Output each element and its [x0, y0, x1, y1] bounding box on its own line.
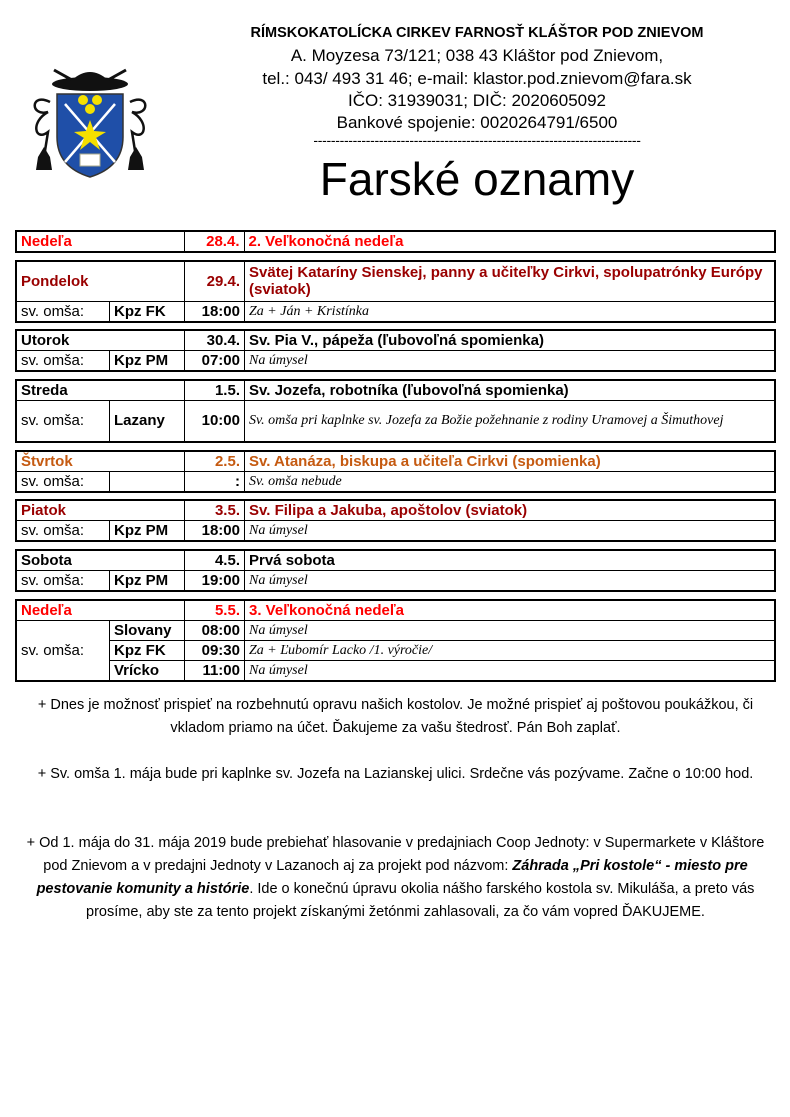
note-1: + Dnes je možnosť prispieť na rozbehnutú… — [37, 697, 754, 736]
day-name: Nedeľa — [15, 599, 185, 621]
mass-row: sv. omša: Kpz PM 19:00 Na úmysel — [15, 570, 776, 592]
mass-time: 07:00 — [184, 350, 245, 372]
day-name: Pondelok — [15, 260, 185, 302]
header-separator: ----------------------------------------… — [313, 132, 641, 148]
mass-intention: Na úmysel — [244, 660, 776, 682]
day-block: Piatok 3.5. Sv. Filipa a Jakuba, apoštolov… — [15, 499, 776, 542]
mass-label: sv. omša: — [15, 520, 110, 542]
day-row: Nedeľa 28.4. 2. Veľkonočná nedeľa — [15, 230, 776, 253]
mass-place — [109, 471, 185, 493]
mass-row: sv. omša: Kpz PM 07:00 Na úmysel — [15, 350, 776, 372]
day-date: 28.4. — [183, 230, 245, 253]
day-date: 1.5. — [184, 379, 245, 401]
mass-row: Vrícko 11:00 Na úmysel — [16, 660, 776, 682]
mass-intention: Sv. omša pri kaplnke sv. Jozefa za Božie… — [244, 400, 776, 442]
day-title: 2. Veľkonočná nedeľa — [243, 230, 776, 253]
mass-intention: Na úmysel — [244, 520, 776, 542]
mass-place: Lazany — [109, 400, 185, 442]
day-title: Svätej Kataríny Sienskej, panny a učiteľ… — [244, 260, 776, 302]
mass-label: sv. omša: — [15, 620, 110, 682]
mass-label: sv. omša: — [15, 300, 110, 322]
day-block: Sobota 4.5. Prvá sobota sv. omša: Kpz PM 19:0… — [15, 549, 776, 592]
note-3: + Od 1. mája do 31. mája 2019 bude prebi… — [15, 832, 776, 924]
mass-row: sv. omša: Lazany 10:00 Sv. omša pri kaplnke… — [15, 400, 776, 442]
mass-time: 18:00 — [184, 300, 245, 322]
day-block: Nedeľa 28.4. 2. Veľkonočná nedeľa — [15, 230, 776, 253]
day-date: 29.4. — [184, 260, 245, 302]
day-name: Štvrtok — [15, 450, 185, 472]
mass-time: 10:00 — [184, 400, 245, 442]
mass-time: 19:00 — [184, 570, 245, 592]
note-3-rest: . Ide o konečnú úpravu okolia nášho fars… — [86, 881, 755, 920]
day-row: Pondelok 29.4. Svätej Kataríny Sienskej, p… — [15, 260, 776, 302]
day-date: 5.5. — [184, 599, 245, 621]
mass-place: Kpz PM — [109, 520, 185, 542]
bank-account: Bankové spojenie: 0020264791/6500 — [336, 113, 618, 132]
day-name: Utorok — [15, 329, 185, 351]
day-row: Sobota 4.5. Prvá sobota — [15, 549, 776, 571]
parish-ids: IČO: 31939031; DIČ: 2020605092 — [347, 91, 607, 110]
mass-place: Slovany — [109, 620, 185, 641]
day-block: Utorok 30.4. Sv. Pia V., pápeža (ľubovoľná… — [15, 329, 776, 372]
page-title: Farské oznamy — [319, 153, 635, 205]
mass-intention: Za + Ján + Kristínka — [244, 300, 776, 322]
note-2: + Sv. omša 1. mája bude pri kaplnke sv. … — [37, 766, 754, 782]
day-row: Štvrtok 2.5. Sv. Atanáza, biskupa a učiteľ… — [15, 450, 776, 472]
mass-label: sv. omša: — [15, 350, 110, 372]
day-title: Sv. Pia V., pápeža (ľubovoľná spomienka) — [244, 329, 776, 351]
day-block: Streda 1.5. Sv. Jozefa, robotníka (ľubovoľ… — [15, 379, 776, 443]
day-name: Streda — [15, 379, 185, 401]
mass-place: Vrícko — [109, 660, 185, 682]
day-name: Sobota — [15, 549, 185, 571]
day-row: Piatok 3.5. Sv. Filipa a Jakuba, apoštolov… — [15, 499, 776, 521]
parish-contact: tel.: 043/ 493 31 46; e-mail: klastor.po… — [262, 69, 692, 88]
day-row: Nedeľa 5.5. 3. Veľkonočná nedeľa — [15, 599, 776, 621]
coat-of-arms-logo — [33, 68, 147, 178]
day-title: Prvá sobota — [244, 549, 776, 571]
parish-name: RÍMSKOKATOLÍCKA CIRKEV FARNOSŤ KLÁŠTOR P… — [250, 25, 704, 41]
mass-time: 11:00 — [184, 660, 245, 682]
note-3-text: + Od 1. mája do 31. mája 2019 bude prebi… — [26, 835, 765, 874]
mass-intention: Na úmysel — [244, 350, 776, 372]
day-title: Sv. Filipa a Jakuba, apoštolov (sviatok) — [244, 499, 776, 521]
day-block: Štvrtok 2.5. Sv. Atanáza, biskupa a učiteľ… — [15, 450, 776, 493]
mass-label: sv. omša: — [15, 570, 110, 592]
mass-place: Kpz FK — [109, 300, 185, 322]
mass-intention: Na úmysel — [244, 620, 776, 641]
mass-time: 08:00 — [184, 620, 245, 641]
day-title: 3. Veľkonočná nedeľa — [244, 599, 776, 621]
parish-address: A. Moyzesa 73/121; 038 43 Kláštor pod Zn… — [290, 46, 664, 65]
mass-label: sv. omša: — [15, 471, 110, 493]
mass-place: Kpz PM — [109, 570, 185, 592]
day-date: 4.5. — [184, 549, 245, 571]
day-name: Nedeľa — [15, 230, 185, 253]
mass-row: sv. omša: Kpz PM 18:00 Na úmysel — [15, 520, 776, 542]
mass-intention: Za + Ľubomír Lacko /1. výročie/ — [244, 640, 776, 661]
mass-row: sv. omša: Slovany 08:00 Na úmysel — [15, 620, 776, 682]
mass-time: 09:30 — [184, 640, 245, 661]
day-title: Sv. Jozefa, robotníka (ľubovoľná spomien… — [244, 379, 776, 401]
mass-row: sv. omša: Kpz FK 18:00 Za + Ján + Kristínka — [15, 300, 776, 322]
mass-row: sv. omša:: Sv. omša nebude — [15, 471, 776, 493]
mass-row: Kpz FK 09:30 Za + Ľubomír Lacko /1. výroči… — [16, 640, 776, 661]
day-block: Pondelok 29.4. Svätej Kataríny Sienskej, p… — [15, 260, 776, 323]
day-row: Utorok 30.4. Sv. Pia V., pápeža (ľubovoľná… — [15, 329, 776, 351]
day-date: 3.5. — [184, 499, 245, 521]
day-date: 2.5. — [184, 450, 245, 472]
mass-intention: Sv. omša nebude — [244, 471, 776, 493]
day-title: Sv. Atanáza, biskupa a učiteľa Cirkvi (s… — [244, 450, 776, 472]
mass-label: sv. omša: — [15, 400, 110, 442]
mass-time: 18:00 — [184, 520, 245, 542]
mass-place: Kpz PM — [109, 350, 185, 372]
mass-place: Kpz FK — [109, 640, 185, 661]
day-block: Nedeľa 5.5. 3. Veľkonočná nedeľa sv. omša: S… — [15, 599, 776, 682]
day-date: 30.4. — [184, 329, 245, 351]
mass-time: : — [184, 471, 245, 493]
day-name: Piatok — [15, 499, 185, 521]
mass-intention: Na úmysel — [244, 570, 776, 592]
note-3-project: Záhrada „Pri kostole“ - miesto pre pesto… — [36, 858, 748, 897]
day-row: Streda 1.5. Sv. Jozefa, robotníka (ľubovoľ… — [15, 379, 776, 401]
